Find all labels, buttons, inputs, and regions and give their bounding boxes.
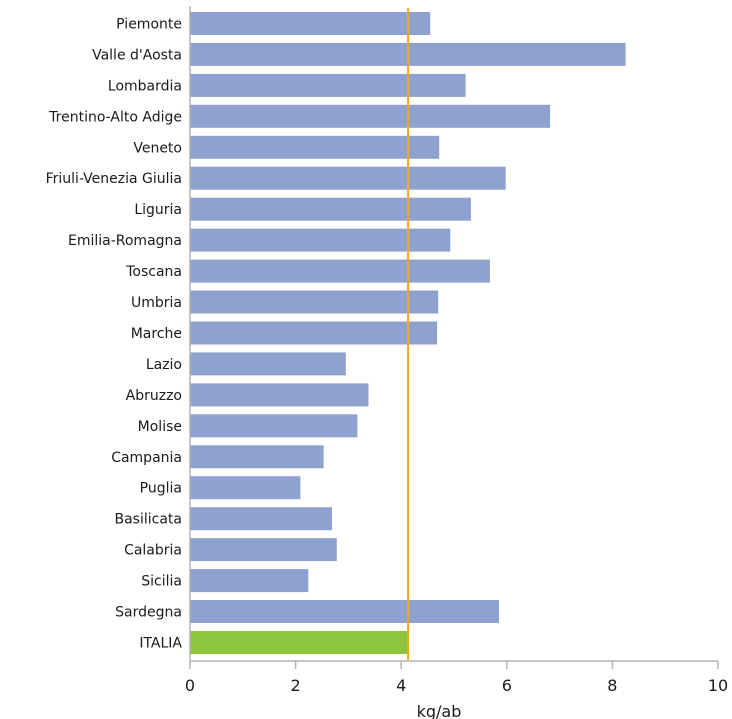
bar-friuli-venezia-giulia: [190, 166, 506, 190]
x-axis-ticks: 0 2 4 6 8 10: [185, 660, 728, 695]
category-label: Veneto: [133, 140, 182, 156]
bar-piemonte: [190, 12, 431, 35]
bar-abruzzo: [190, 383, 369, 407]
bar-campania: [190, 445, 324, 469]
category-label: Lazio: [146, 357, 182, 373]
category-label: Campania: [111, 450, 182, 466]
category-label: Lombardia: [108, 78, 182, 94]
bar-puglia: [190, 476, 301, 500]
bar-umbria: [190, 290, 439, 314]
category-label: Sardegna: [115, 605, 182, 621]
bar-marche: [190, 321, 438, 345]
category-label: Trentino-Alto Adige: [48, 109, 182, 125]
category-labels: Piemonte Valle d'Aosta Lombardia Trentino-A…: [46, 17, 183, 652]
category-label: Sicilia: [141, 574, 182, 590]
bar-lombardia: [190, 73, 466, 97]
x-tick-label: 2: [291, 676, 301, 695]
x-tick-label: 6: [502, 676, 512, 695]
category-label: Puglia: [140, 481, 182, 497]
bar-molise: [190, 414, 358, 438]
category-label: Piemonte: [116, 17, 182, 33]
category-label: Molise: [138, 419, 182, 435]
x-tick-label: 0: [185, 676, 195, 695]
category-label: Friuli-Venezia Giulia: [46, 171, 182, 187]
x-tick-label: 8: [607, 676, 617, 695]
bar-italia: [190, 631, 409, 654]
bar-sardegna: [190, 600, 499, 623]
x-axis-title: kg/ab: [417, 702, 462, 719]
category-label: Marche: [131, 326, 182, 342]
bars-group: [190, 12, 626, 654]
bar-sicilia: [190, 569, 309, 593]
bar-lazio: [190, 352, 346, 376]
category-label: Basilicata: [115, 512, 183, 528]
bar-calabria: [190, 538, 337, 562]
bar-emilia-romagna: [190, 228, 451, 252]
category-label: Liguria: [134, 202, 182, 218]
bar-trentino-alto-adige: [190, 104, 551, 128]
category-label: Abruzzo: [126, 388, 182, 404]
x-tick-label: 10: [708, 676, 728, 695]
category-label: Calabria: [124, 543, 182, 559]
x-tick-label: 4: [396, 676, 406, 695]
bar-veneto: [190, 135, 440, 159]
category-label: Emilia-Romagna: [68, 233, 182, 249]
bar-toscana: [190, 259, 490, 283]
category-label: Toscana: [125, 264, 182, 280]
bar-liguria: [190, 197, 471, 221]
bar-basilicata: [190, 507, 332, 531]
category-label: Valle d'Aosta: [92, 47, 182, 63]
category-label: Umbria: [131, 295, 182, 311]
category-label: ITALIA: [139, 636, 182, 652]
